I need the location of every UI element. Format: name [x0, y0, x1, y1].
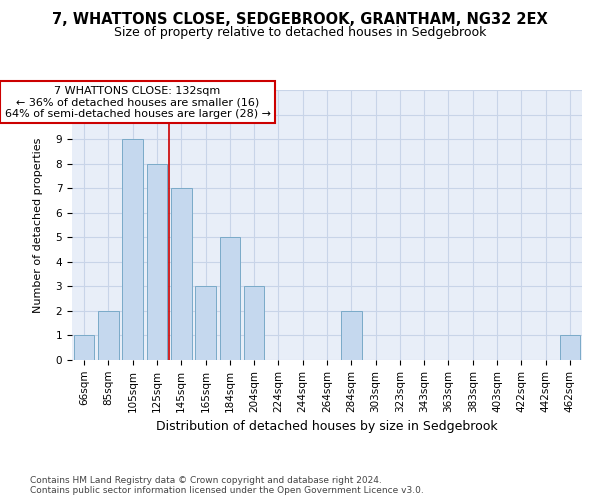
Bar [341, 311, 362, 360]
Text: 7, WHATTONS CLOSE, SEDGEBROOK, GRANTHAM, NG32 2EX: 7, WHATTONS CLOSE, SEDGEBROOK, GRANTHAM,… [52, 12, 548, 28]
X-axis label: Distribution of detached houses by size in Sedgebrook: Distribution of detached houses by size … [156, 420, 498, 433]
Bar [220, 238, 240, 360]
Bar [122, 139, 143, 360]
Text: Size of property relative to detached houses in Sedgebrook: Size of property relative to detached ho… [114, 26, 486, 39]
Bar [74, 336, 94, 360]
Bar [171, 188, 191, 360]
Y-axis label: Number of detached properties: Number of detached properties [34, 138, 43, 312]
Bar [146, 164, 167, 360]
Text: Contains HM Land Registry data © Crown copyright and database right 2024.
Contai: Contains HM Land Registry data © Crown c… [30, 476, 424, 495]
Bar [560, 336, 580, 360]
Bar [244, 286, 265, 360]
Text: 7 WHATTONS CLOSE: 132sqm
← 36% of detached houses are smaller (16)
64% of semi-d: 7 WHATTONS CLOSE: 132sqm ← 36% of detach… [5, 86, 271, 119]
Bar [195, 286, 216, 360]
Bar [98, 311, 119, 360]
